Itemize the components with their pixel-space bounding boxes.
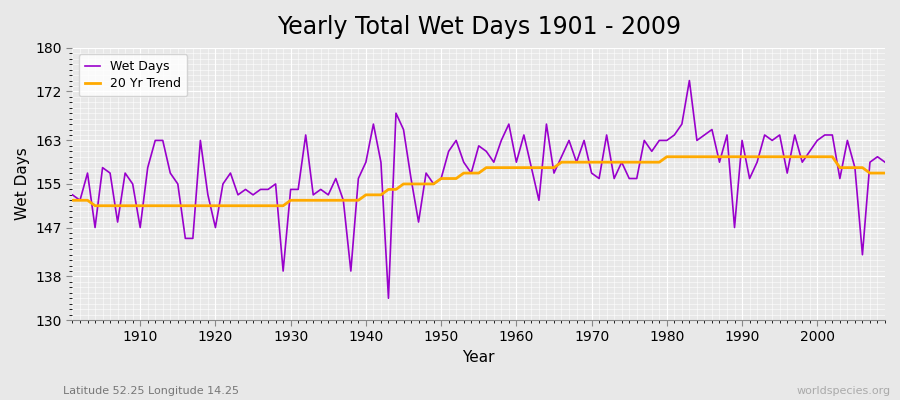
Wet Days [68, 192, 78, 197]
Text: worldspecies.org: worldspecies.org [796, 386, 891, 396]
X-axis label: Year: Year [463, 350, 495, 365]
Wet Days [511, 160, 522, 164]
Wet Days [338, 198, 348, 203]
20 Yr Trend [879, 171, 890, 176]
Wet Days [292, 187, 303, 192]
20 Yr Trend [68, 198, 78, 203]
Title: Yearly Total Wet Days 1901 - 2009: Yearly Total Wet Days 1901 - 2009 [276, 15, 680, 39]
Wet Days [383, 296, 394, 301]
Legend: Wet Days, 20 Yr Trend: Wet Days, 20 Yr Trend [78, 54, 187, 96]
20 Yr Trend [346, 198, 356, 203]
Line: Wet Days: Wet Days [73, 80, 885, 298]
Wet Days [879, 160, 890, 164]
Y-axis label: Wet Days: Wet Days [15, 148, 30, 220]
Wet Days [608, 176, 619, 181]
20 Yr Trend [518, 165, 529, 170]
20 Yr Trend [511, 165, 522, 170]
20 Yr Trend [90, 203, 101, 208]
Wet Days [684, 78, 695, 83]
Line: 20 Yr Trend: 20 Yr Trend [73, 157, 885, 206]
Wet Days [518, 132, 529, 137]
Text: Latitude 52.25 Longitude 14.25: Latitude 52.25 Longitude 14.25 [63, 386, 239, 396]
20 Yr Trend [135, 203, 146, 208]
20 Yr Trend [301, 198, 311, 203]
20 Yr Trend [662, 154, 672, 159]
20 Yr Trend [608, 160, 619, 164]
Wet Days [127, 182, 138, 186]
